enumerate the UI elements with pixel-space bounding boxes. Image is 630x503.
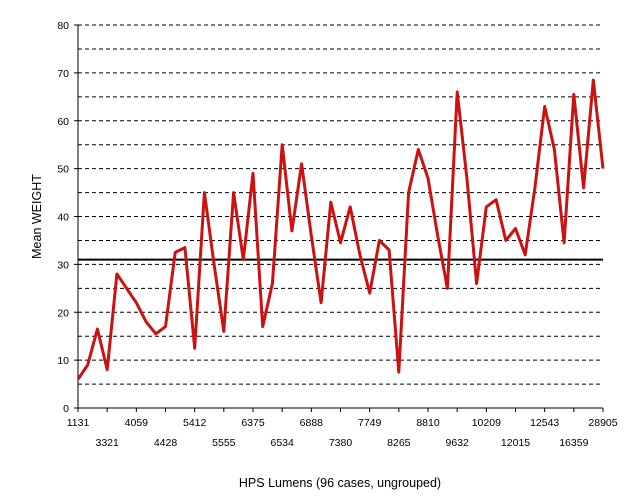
x-tick-label-top: 12543 [530,417,559,429]
y-tick-label: 50 [57,164,69,176]
x-tick-label-bottom: 16359 [559,437,588,449]
y-tick-label: 70 [57,68,69,80]
y-tick-label: 80 [57,20,69,32]
y-tick-label: 60 [57,116,69,128]
y-tick-label: 40 [57,212,69,224]
x-tick-label-bottom: 9632 [445,437,469,449]
x-tick-label-top: 1131 [67,417,90,429]
series-line [76,78,605,381]
x-tick-label-bottom: 5555 [212,437,236,449]
y-axis-title: Mean WEIGHT [30,174,44,259]
x-tick-label-bottom: 3321 [95,437,119,449]
x-tick-label-bottom: 7380 [329,437,353,449]
x-axis-ticks: 1131 4059 5412 6375 6888 7749 8810 10209 12543 28… [67,408,618,449]
x-tick-label-bottom: 6534 [270,437,294,449]
y-tick-label: 10 [57,355,69,367]
x-tick-label-top: 6888 [300,417,324,429]
x-axis-title: HPS Lumens (96 cases, ungrouped) [239,476,441,490]
x-tick-label-top: 4059 [125,417,149,429]
y-axis-ticks: 0 10 20 30 40 50 60 70 80 [57,20,78,415]
x-tick-label-top: 5412 [183,417,207,429]
x-tick-label-bottom: 8265 [387,437,411,449]
x-tick-label-bottom: 4428 [154,437,178,449]
x-tick-label-bottom: 12015 [501,437,530,449]
x-tick-label-top: 10209 [472,417,501,429]
y-tick-label: 20 [57,307,69,319]
x-tick-label-top: 6375 [241,417,265,429]
x-tick-label-top: 8810 [416,417,440,429]
y-tick-label: 0 [63,403,69,415]
y-tick-label: 30 [57,259,69,271]
x-tick-label-top: 7749 [358,417,382,429]
x-tick-label-top: 28905 [588,417,617,429]
grid-lines [78,24,603,385]
